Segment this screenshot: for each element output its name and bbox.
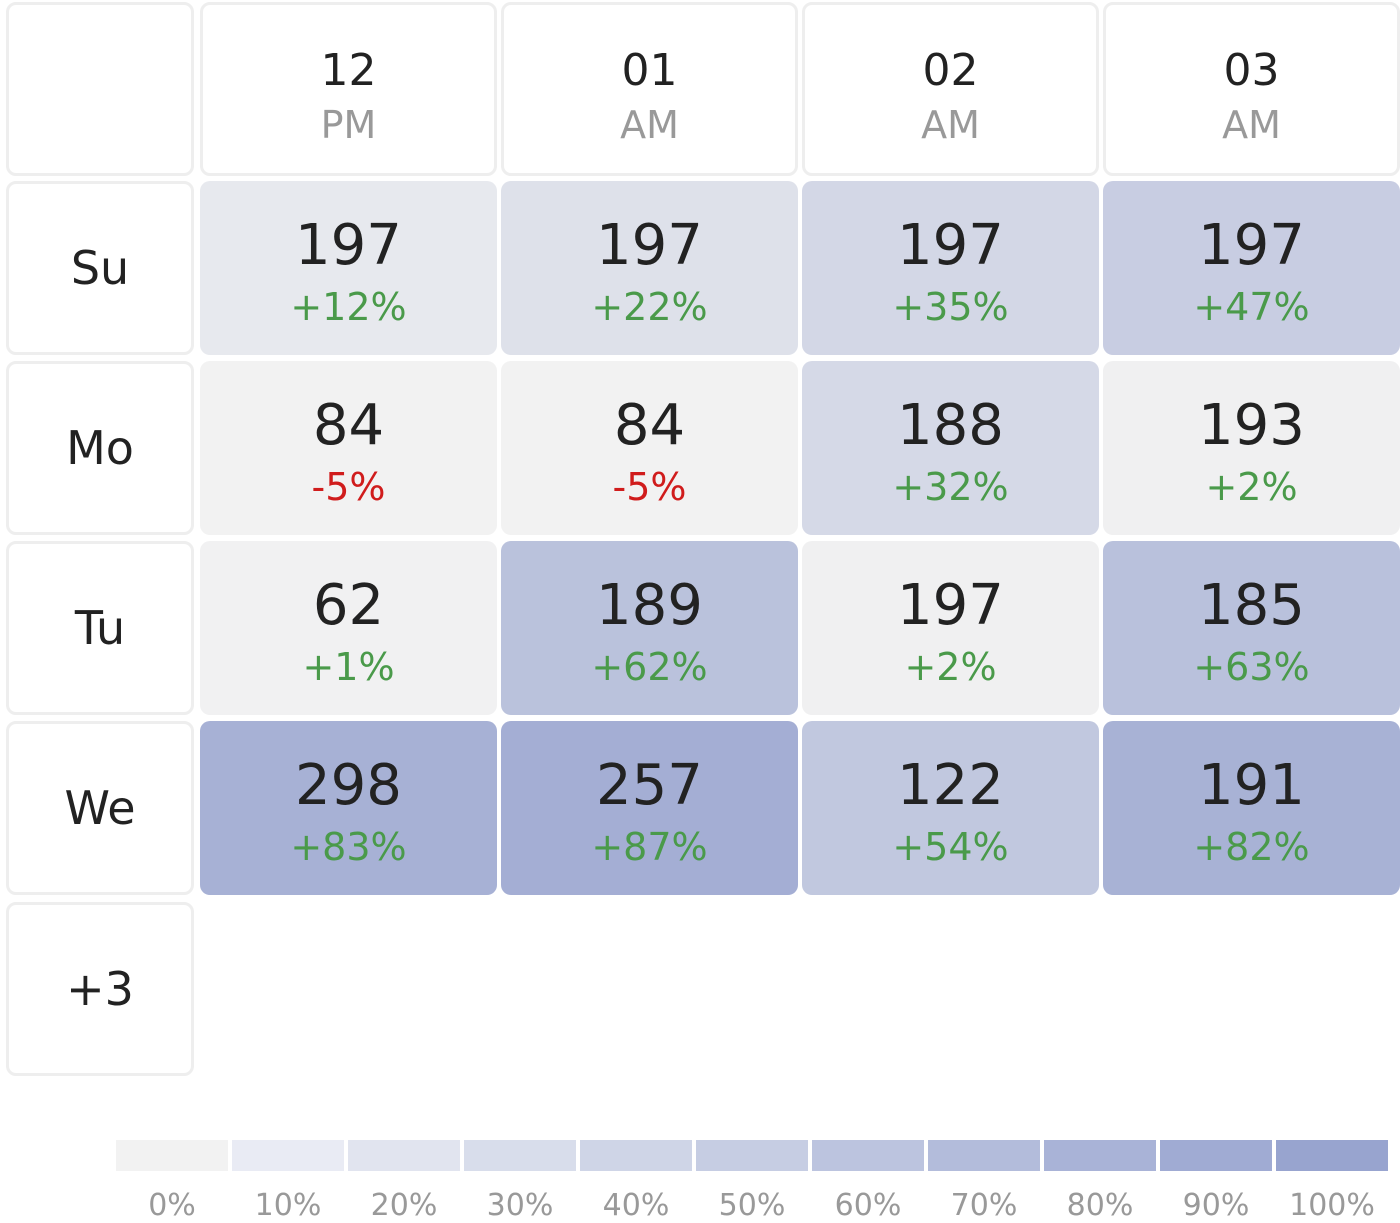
heatmap-cell[interactable]: 84 -5% <box>501 361 798 535</box>
cell-change: +32% <box>892 465 1009 509</box>
column-hour: 02 <box>922 45 979 96</box>
cell-change: +54% <box>892 825 1009 869</box>
corner-cell <box>6 2 194 176</box>
legend-label: 70% <box>950 1188 1018 1223</box>
legend-label: 50% <box>718 1188 786 1223</box>
legend-swatch <box>1044 1140 1156 1171</box>
column-header: 02 AM <box>802 2 1099 176</box>
column-period: PM <box>320 103 377 147</box>
column-hour: 12 <box>320 45 377 96</box>
cell-change: +47% <box>1193 285 1310 329</box>
cell-value: 189 <box>596 573 703 638</box>
legend-label: 10% <box>254 1188 322 1223</box>
cell-change: +87% <box>591 825 708 869</box>
cell-value: 197 <box>295 213 402 278</box>
heatmap-cell[interactable]: 197 +12% <box>200 181 497 355</box>
cell-change: +22% <box>591 285 708 329</box>
heatmap-cell[interactable]: 62 +1% <box>200 541 497 715</box>
heatmap: 12 PM 01 AM 02 AM 03 AM Su 197 +12% 197 +22% 197 +35% 1… <box>6 2 1400 1076</box>
row-header: Mo <box>6 361 194 535</box>
heatmap-cell[interactable]: 197 +2% <box>802 541 1099 715</box>
column-period: AM <box>1222 103 1281 147</box>
cell-value: 257 <box>596 753 703 818</box>
column-header: 12 PM <box>200 2 497 176</box>
cell-value: 298 <box>295 753 402 818</box>
heatmap-cell[interactable]: 197 +47% <box>1103 181 1400 355</box>
legend-swatch <box>232 1140 344 1171</box>
column-hour: 03 <box>1223 45 1280 96</box>
column-period: AM <box>620 103 679 147</box>
cell-value: 197 <box>897 573 1004 638</box>
heatmap-cell[interactable]: 257 +87% <box>501 721 798 895</box>
heatmap-cell[interactable]: 185 +63% <box>1103 541 1400 715</box>
legend-label: 30% <box>486 1188 554 1223</box>
heatmap-cell[interactable]: 189 +62% <box>501 541 798 715</box>
cell-value: 197 <box>897 213 1004 278</box>
cell-change: -5% <box>311 465 386 509</box>
legend-swatch <box>928 1140 1040 1171</box>
row-header: Su <box>6 181 194 355</box>
cell-change: -5% <box>612 465 687 509</box>
legend-label: 40% <box>602 1188 670 1223</box>
row-label: Su <box>70 241 130 295</box>
cell-value: 191 <box>1198 753 1305 818</box>
cell-value: 197 <box>1198 213 1305 278</box>
legend-swatch <box>116 1140 228 1171</box>
legend-label: 80% <box>1066 1188 1134 1223</box>
row-header: We <box>6 721 194 895</box>
cell-value: 188 <box>897 393 1004 458</box>
cell-change: +82% <box>1193 825 1310 869</box>
column-header: 03 AM <box>1103 2 1400 176</box>
legend-label: 0% <box>148 1188 196 1223</box>
color-legend: 0% 10% 20% 30% 40% 50% 60% 70% 80% 90% 100% <box>0 1100 1400 1223</box>
cell-value: 185 <box>1198 573 1305 638</box>
legend-swatch <box>1276 1140 1388 1171</box>
column-header: 01 AM <box>501 2 798 176</box>
cell-value: 122 <box>897 753 1004 818</box>
cell-change: +35% <box>892 285 1009 329</box>
heatmap-cell[interactable]: 191 +82% <box>1103 721 1400 895</box>
heatmap-cell[interactable]: 298 +83% <box>200 721 497 895</box>
legend-swatch <box>580 1140 692 1171</box>
column-hour: 01 <box>621 45 678 96</box>
heatmap-cell[interactable]: 197 +35% <box>802 181 1099 355</box>
legend-label: 20% <box>370 1188 438 1223</box>
cell-value: 193 <box>1198 393 1305 458</box>
heatmap-cell[interactable]: 188 +32% <box>802 361 1099 535</box>
row-label: Tu <box>74 601 126 655</box>
legend-label: 60% <box>834 1188 902 1223</box>
more-rows-label: +3 <box>66 962 134 1016</box>
legend-label: 100% <box>1289 1188 1375 1223</box>
column-period: AM <box>921 103 980 147</box>
cell-change: +12% <box>290 285 407 329</box>
legend-label: 90% <box>1182 1188 1250 1223</box>
row-header: Tu <box>6 541 194 715</box>
row-label: We <box>64 781 136 835</box>
heatmap-cell[interactable]: 84 -5% <box>200 361 497 535</box>
cell-change: +83% <box>290 825 407 869</box>
legend-swatch <box>464 1140 576 1171</box>
heatmap-cell[interactable]: 122 +54% <box>802 721 1099 895</box>
legend-swatch <box>1160 1140 1272 1171</box>
legend-swatch <box>696 1140 808 1171</box>
cell-change: +1% <box>302 645 395 689</box>
heatmap-cell[interactable]: 193 +2% <box>1103 361 1400 535</box>
cell-value: 84 <box>312 393 385 458</box>
row-label: Mo <box>66 421 134 475</box>
more-rows-button[interactable]: +3 <box>6 902 194 1076</box>
cell-change: +2% <box>1205 465 1298 509</box>
cell-value: 84 <box>613 393 686 458</box>
cell-change: +2% <box>904 645 997 689</box>
heatmap-cell[interactable]: 197 +22% <box>501 181 798 355</box>
cell-value: 62 <box>312 573 385 638</box>
cell-value: 197 <box>596 213 703 278</box>
legend-swatch <box>812 1140 924 1171</box>
cell-change: +63% <box>1193 645 1310 689</box>
cell-change: +62% <box>591 645 708 689</box>
legend-swatch <box>348 1140 460 1171</box>
